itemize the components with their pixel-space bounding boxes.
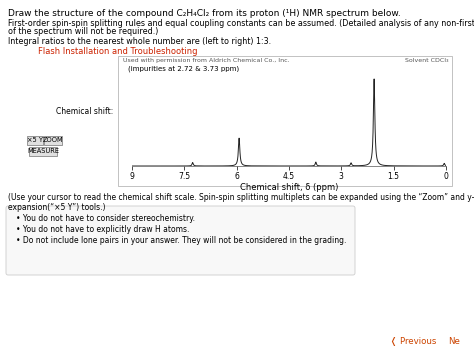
Text: Solvent CDCl₃: Solvent CDCl₃ [405, 58, 449, 63]
Text: Flash Installation and Troubleshooting: Flash Installation and Troubleshooting [38, 47, 198, 56]
Text: ZOOM: ZOOM [43, 137, 64, 143]
FancyBboxPatch shape [27, 135, 43, 144]
Text: ×5 Y: ×5 Y [27, 137, 43, 143]
Text: • You do not have to consider stereochemistry.: • You do not have to consider stereochem… [16, 214, 195, 223]
Text: • Do not include lone pairs in your answer. They will not be considered in the g: • Do not include lone pairs in your answ… [16, 236, 346, 245]
Text: ❬ Previous: ❬ Previous [390, 337, 437, 346]
Text: MEASURE: MEASURE [27, 148, 59, 154]
Text: First-order spin-spin splitting rules and equal coupling constants can be assume: First-order spin-spin splitting rules an… [8, 19, 474, 28]
Text: of the spectrum will not be required.): of the spectrum will not be required.) [8, 27, 158, 36]
Text: (Use your cursor to read the chemical shift scale. Spin-spin splitting multiplet: (Use your cursor to read the chemical sh… [8, 193, 474, 212]
FancyBboxPatch shape [29, 147, 57, 156]
Text: (impurities at 2.72 & 3.73 ppm): (impurities at 2.72 & 3.73 ppm) [128, 66, 239, 73]
X-axis label: Chemical shift, δ (ppm): Chemical shift, δ (ppm) [240, 183, 338, 192]
Text: Integral ratios to the nearest whole number are (left to right) 1:3.: Integral ratios to the nearest whole num… [8, 37, 271, 46]
Bar [118, 56, 452, 186]
Text: Draw the structure of the compound C₂H₄Cl₂ from its proton (¹H) NMR spectrum bel: Draw the structure of the compound C₂H₄C… [8, 9, 401, 18]
FancyBboxPatch shape [6, 206, 355, 275]
Text: Used with permission from Aldrich Chemical Co., Inc.: Used with permission from Aldrich Chemic… [123, 58, 290, 63]
Text: • You do not have to explicitly draw H atoms.: • You do not have to explicitly draw H a… [16, 225, 190, 234]
Text: Ne: Ne [448, 337, 460, 346]
Text: Chemical shift:: Chemical shift: [56, 106, 113, 116]
FancyBboxPatch shape [44, 135, 62, 144]
